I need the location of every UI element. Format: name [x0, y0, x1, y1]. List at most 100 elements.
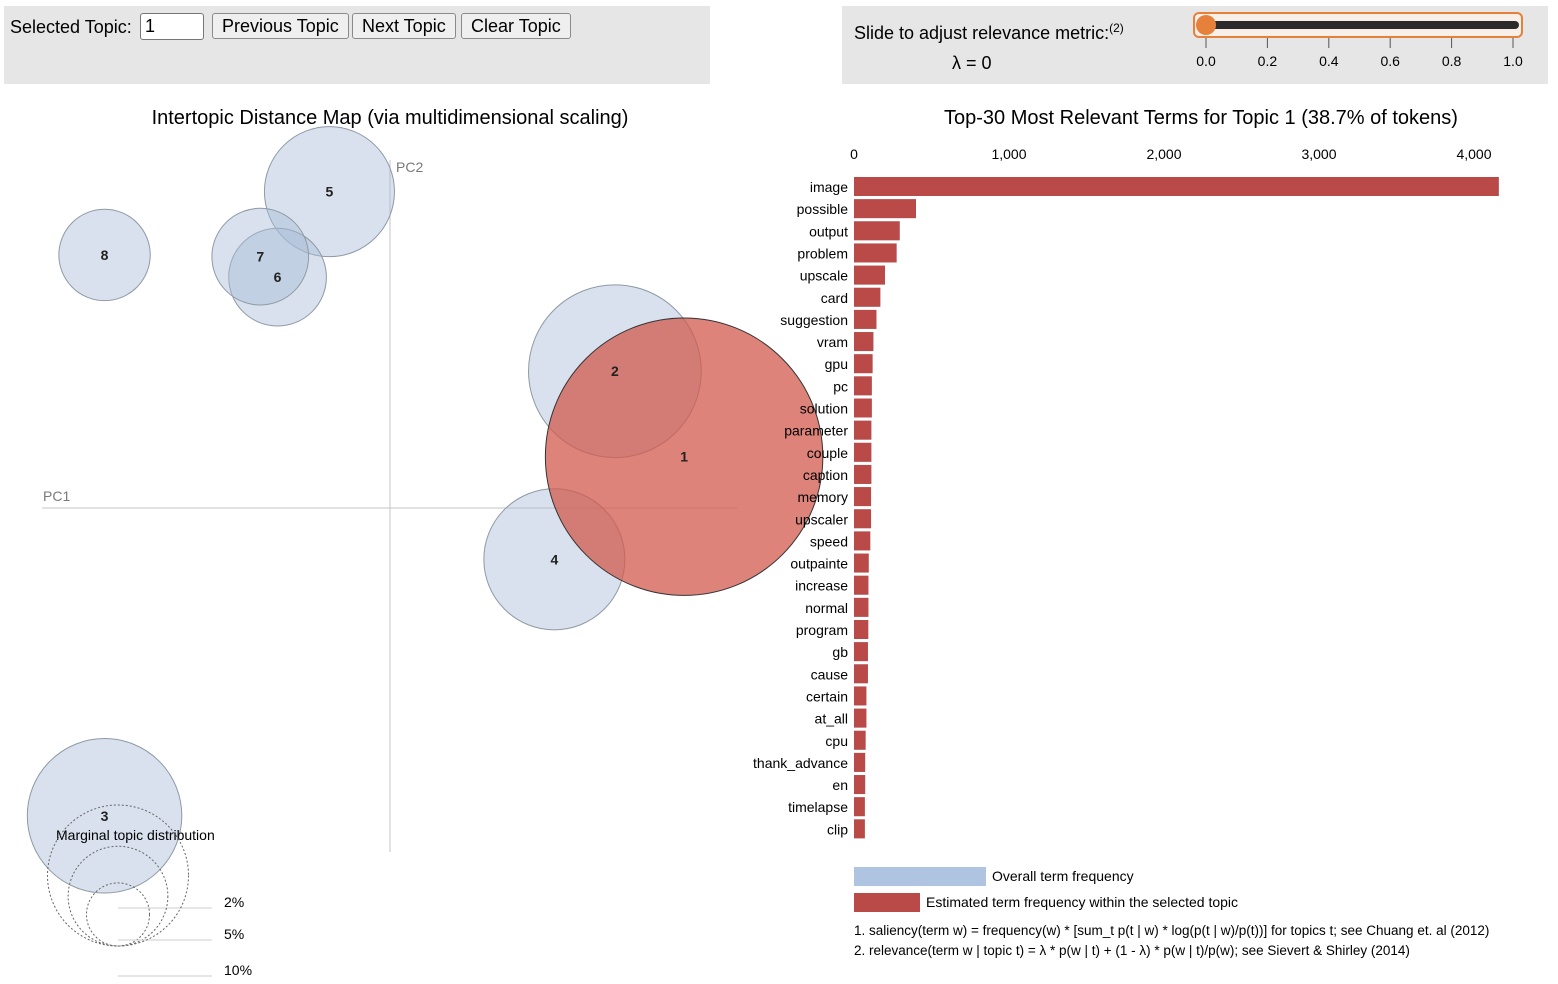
bar-estimated-gpu[interactable]	[854, 354, 873, 374]
bar-estimated-timelapse[interactable]	[854, 797, 865, 817]
term-label-solution[interactable]: solution	[800, 401, 848, 417]
x-tick-label: 3,000	[1301, 146, 1336, 162]
footnote-saliency: 1. saliency(term w) = frequency(w) * [su…	[854, 923, 1489, 938]
term-label-possible[interactable]: possible	[797, 201, 849, 217]
pc2-axis-label: PC2	[396, 159, 423, 175]
legend-circle-5	[67, 845, 169, 947]
bar-estimated-increase[interactable]	[854, 575, 869, 595]
legend-estimated-label: Estimated term frequency within the sele…	[926, 894, 1238, 910]
bar-estimated-card[interactable]	[854, 287, 881, 307]
term-label-cause[interactable]: cause	[811, 666, 849, 682]
term-label-output[interactable]: output	[809, 223, 848, 239]
term-label-upscale[interactable]: upscale	[800, 268, 848, 284]
term-label-caption[interactable]: caption	[803, 467, 848, 483]
topic-label-5: 5	[326, 184, 334, 200]
term-label-cpu[interactable]: cpu	[825, 733, 848, 749]
bar-estimated-certain[interactable]	[854, 686, 867, 706]
bar-estimated-program[interactable]	[854, 620, 869, 639]
bar-chart-title: Top-30 Most Relevant Terms for Topic 1 (…	[944, 107, 1458, 129]
topic-circle-6[interactable]	[228, 227, 327, 327]
term-label-gpu[interactable]: gpu	[825, 356, 848, 372]
bar-estimated-at_all[interactable]	[854, 708, 867, 728]
legend-label-10: 10%	[224, 962, 252, 978]
previous-topic-button[interactable]: Previous Topic	[212, 13, 349, 39]
bar-estimated-output[interactable]	[854, 221, 900, 241]
bar-estimated-upscaler[interactable]	[854, 509, 872, 529]
term-label-timelapse[interactable]: timelapse	[788, 799, 848, 815]
bar-estimated-gb[interactable]	[854, 642, 868, 662]
bar-estimated-problem[interactable]	[854, 243, 897, 263]
next-topic-button[interactable]: Next Topic	[352, 13, 456, 39]
topic-label-2: 2	[611, 363, 619, 379]
x-tick-label: 2,000	[1146, 146, 1181, 162]
term-label-memory[interactable]: memory	[797, 489, 848, 505]
slider-thumb[interactable]	[1196, 15, 1216, 35]
bar-estimated-solution[interactable]	[854, 398, 872, 418]
slider-footnote: (2)	[1109, 21, 1124, 35]
term-label-certain[interactable]: certain	[806, 688, 848, 704]
bar-estimated-outpainte[interactable]	[854, 553, 869, 573]
bar-estimated-possible[interactable]	[854, 199, 916, 219]
bar-estimated-cause[interactable]	[854, 664, 868, 684]
term-label-en[interactable]: en	[832, 777, 848, 793]
topic-circle-7[interactable]	[211, 207, 310, 306]
term-label-program[interactable]: program	[796, 622, 848, 638]
bar-estimated-caption[interactable]	[854, 464, 872, 484]
footnote-relevance: 2. relevance(term w | topic t) = λ * p(w…	[854, 943, 1410, 958]
term-label-couple[interactable]: couple	[807, 445, 848, 461]
term-label-parameter[interactable]: parameter	[784, 423, 848, 439]
topic-label-8: 8	[101, 247, 109, 263]
legend-overall-swatch	[854, 867, 986, 886]
term-label-vram[interactable]: vram	[817, 334, 848, 350]
term-label-increase[interactable]: increase	[795, 578, 848, 594]
slider-tick-label: 0.4	[1319, 53, 1339, 69]
term-label-thank_advance[interactable]: thank_advance	[753, 755, 848, 771]
term-label-pc[interactable]: pc	[833, 378, 848, 394]
bar-estimated-normal[interactable]	[854, 597, 869, 617]
term-label-card[interactable]: card	[821, 290, 848, 306]
bar-estimated-thank_advance[interactable]	[854, 752, 866, 772]
term-label-speed[interactable]: speed	[810, 533, 848, 549]
bar-estimated-image[interactable]	[854, 177, 1499, 196]
term-label-image[interactable]: image	[810, 179, 848, 195]
term-label-outpainte[interactable]: outpainte	[790, 556, 848, 572]
topic-circle-1[interactable]	[544, 317, 824, 596]
bar-estimated-suggestion[interactable]	[854, 309, 877, 329]
bar-estimated-upscale[interactable]	[854, 265, 885, 285]
bar-estimated-cpu[interactable]	[854, 730, 866, 750]
bar-estimated-speed[interactable]	[854, 531, 871, 551]
term-label-upscaler[interactable]: upscaler	[795, 511, 848, 527]
x-tick-label: 0	[850, 146, 858, 162]
term-label-suggestion[interactable]: suggestion	[780, 312, 848, 328]
legend-estimated-swatch	[854, 893, 920, 912]
term-label-gb[interactable]: gb	[832, 644, 848, 660]
topic-circle-3[interactable]	[26, 738, 183, 894]
term-label-at_all[interactable]: at_all	[815, 711, 848, 727]
bar-estimated-pc[interactable]	[854, 376, 872, 396]
term-labels[interactable]: image possible output problem upscale card sug…	[753, 179, 848, 837]
bar-estimated-clip[interactable]	[854, 819, 865, 839]
term-label-normal[interactable]: normal	[805, 600, 848, 616]
bar-series[interactable]	[854, 177, 1499, 839]
topic-label-1: 1	[680, 449, 688, 465]
bar-estimated-parameter[interactable]	[854, 420, 872, 440]
topic-circles[interactable]	[26, 126, 824, 894]
topic-circle-5[interactable]	[263, 126, 395, 258]
term-label-problem[interactable]: problem	[797, 245, 848, 261]
selected-topic-input[interactable]	[140, 13, 204, 40]
topic-circle-8[interactable]	[58, 208, 151, 302]
bar-estimated-en[interactable]	[854, 775, 866, 795]
x-tick-label: 1,000	[991, 146, 1026, 162]
relevance-slider[interactable]: 0.0 0.2 0.4 0.6 0.8 1.0	[842, 6, 1548, 84]
bar-estimated-vram[interactable]	[854, 332, 874, 352]
slider-track[interactable]	[1202, 21, 1519, 29]
mds-title: Intertopic Distance Map (via multidimens…	[152, 107, 629, 129]
legend-overall-label: Overall term frequency	[992, 868, 1134, 884]
clear-topic-button[interactable]: Clear Topic	[461, 13, 571, 39]
topic-label-6: 6	[274, 269, 282, 285]
term-label-clip[interactable]: clip	[827, 821, 848, 837]
bar-estimated-memory[interactable]	[854, 487, 872, 507]
slider-tick-label: 0.0	[1196, 53, 1216, 69]
bar-estimated-couple[interactable]	[854, 442, 872, 462]
relevance-controls-panel: Slide to adjust relevance metric:(2) λ =…	[842, 6, 1548, 84]
